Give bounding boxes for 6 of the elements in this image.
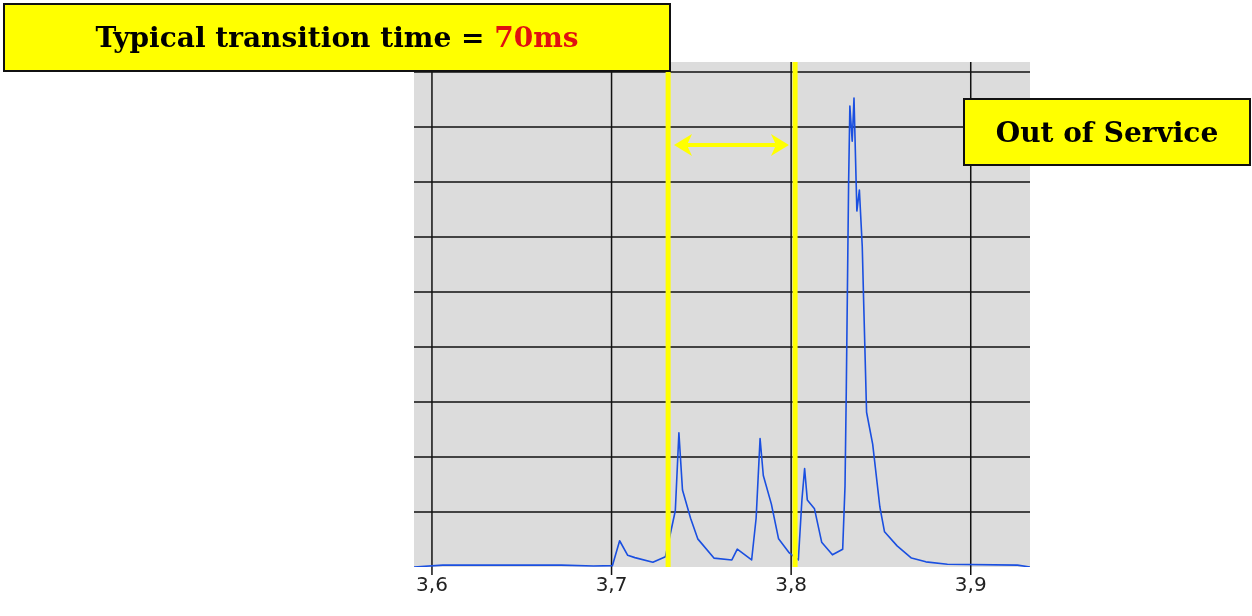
x-tick-label: 3,8 bbox=[775, 572, 808, 597]
annotation: Out of Service bbox=[963, 98, 1251, 166]
text: Typical transition time = 70ms bbox=[95, 21, 579, 54]
x-tick-label: 3,9 bbox=[954, 572, 987, 597]
x-tick-label: 3,7 bbox=[595, 572, 628, 597]
x-tick-label: 3,6 bbox=[416, 572, 448, 597]
